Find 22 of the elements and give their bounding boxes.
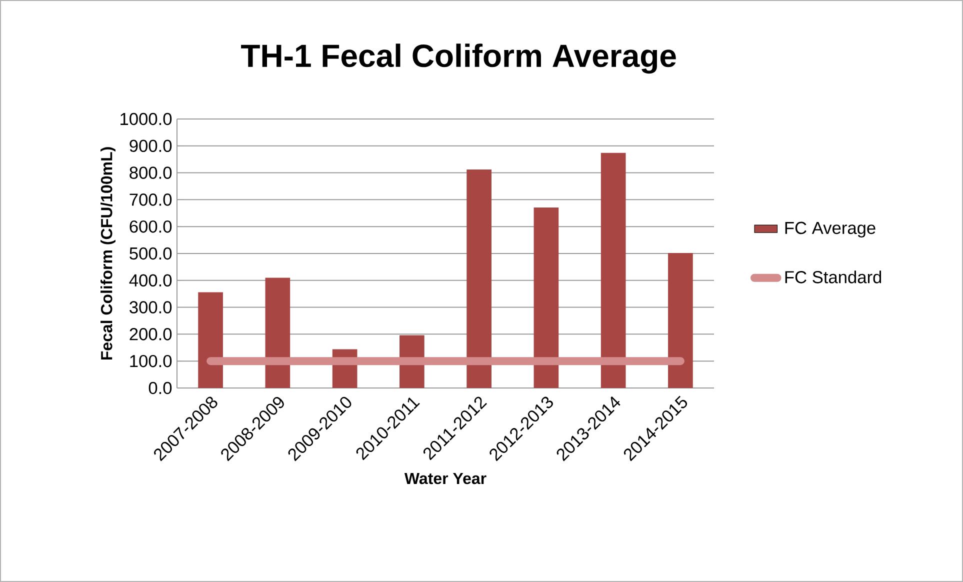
y-tick-label: 200.0	[130, 328, 172, 340]
y-tick-label: 300.0	[130, 301, 172, 314]
y-tick-label: 500.0	[130, 247, 172, 260]
legend-label: FC Average	[785, 222, 876, 238]
y-axis-title: Fecal Coliform (CFU/100mL)	[100, 147, 116, 360]
y-tick-label: 800.0	[130, 166, 172, 179]
y-tick-label: 600.0	[130, 220, 172, 233]
x-axis-title: Water Year	[404, 472, 486, 484]
bar	[600, 152, 626, 388]
y-tick-label: 1000.0	[120, 112, 172, 126]
legend-label: FC Standard	[785, 270, 882, 284]
bar	[198, 292, 223, 388]
bar	[265, 278, 290, 388]
bar	[466, 170, 492, 388]
y-tick-label: 100.0	[130, 354, 172, 368]
y-tick-label: 400.0	[129, 274, 172, 287]
y-tick-label: 700.0	[130, 194, 172, 206]
chart-title: TH-1 Fecal Coliform Average	[241, 44, 676, 74]
y-tick-label: 900.0	[130, 140, 172, 152]
y-tick-label: 0.0	[148, 382, 172, 394]
bar	[668, 252, 693, 388]
bar	[534, 207, 559, 388]
